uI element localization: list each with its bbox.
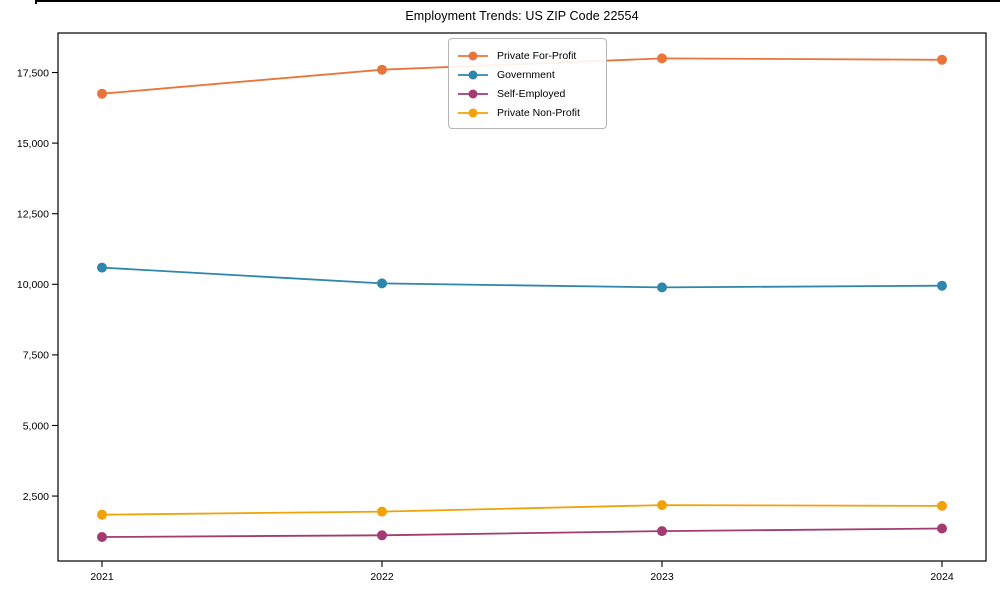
data-point-marker — [657, 53, 667, 64]
legend-item: Government — [458, 65, 597, 84]
data-point-marker — [657, 282, 667, 293]
data-point-marker — [377, 278, 387, 289]
chart-title: Employment Trends: US ZIP Code 22554 — [405, 9, 639, 23]
data-point-marker — [937, 54, 947, 65]
legend-label: Private For-Profit — [497, 49, 577, 62]
data-point-marker — [97, 509, 107, 520]
data-point-marker — [937, 280, 947, 291]
y-tick-label: 5,000 — [23, 420, 49, 432]
legend-label: Self-Employed — [497, 87, 566, 100]
legend-label: Private Non-Profit — [497, 106, 580, 119]
data-point-marker — [377, 530, 387, 541]
y-tick-label: 15,000 — [17, 138, 49, 150]
x-tick-label: 2022 — [370, 571, 394, 583]
y-axis: 2,500 5,000 7,500 10,000 12,500 15,000 17,500 — [17, 67, 58, 503]
y-tick-label: 12,500 — [17, 209, 49, 221]
data-point-marker — [377, 64, 387, 75]
data-point-marker — [97, 88, 107, 99]
window-top-border-stub — [35, 0, 37, 4]
data-point-marker — [377, 506, 387, 517]
legend-label: Government — [497, 68, 555, 81]
x-tick-label: 2021 — [90, 571, 114, 583]
legend-line-marker-icon — [458, 108, 488, 117]
legend-line-marker-icon — [458, 70, 488, 79]
data-point-marker — [937, 523, 947, 534]
axes-spines — [57, 32, 987, 562]
series-line — [101, 266, 943, 289]
y-tick-label: 10,000 — [17, 279, 49, 291]
series-line — [101, 504, 943, 516]
y-tick-label: 2,500 — [23, 491, 49, 503]
series-government — [97, 262, 947, 293]
legend-item: Self-Employed — [458, 84, 597, 103]
legend-item: Private Non-Profit — [458, 103, 597, 122]
x-axis: 2021 2022 2023 2024 — [90, 561, 954, 583]
y-tick-label: 17,500 — [17, 67, 49, 79]
series-self-employed — [97, 523, 947, 542]
y-tick-label: 7,500 — [23, 350, 49, 362]
series-private-non-profit — [97, 500, 947, 520]
series-line — [101, 527, 943, 538]
window-top-border — [35, 0, 1000, 2]
data-point-marker — [97, 532, 107, 542]
legend-line-marker-icon — [458, 89, 488, 98]
x-tick-label: 2023 — [650, 571, 674, 583]
data-point-marker — [657, 526, 667, 537]
legend-item: Private For-Profit — [458, 46, 597, 65]
data-point-marker — [937, 500, 947, 511]
legend-line-marker-icon — [458, 51, 488, 60]
x-tick-label: 2024 — [930, 571, 954, 583]
data-point-marker — [97, 262, 107, 273]
legend: Private For-Profit Government Self-Employe… — [448, 38, 607, 129]
data-point-marker — [657, 500, 667, 511]
